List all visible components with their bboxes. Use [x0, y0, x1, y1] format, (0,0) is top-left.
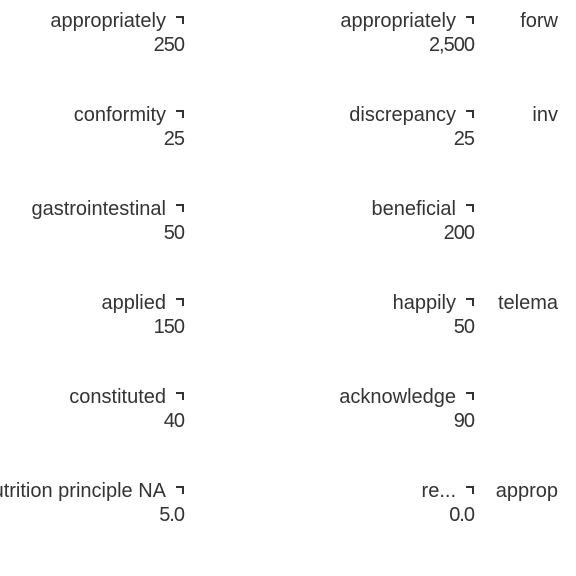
- cell-value: 40: [163, 410, 185, 432]
- table-cell: inv: [376, 104, 576, 164]
- table-cell: beneficial 200: [274, 198, 475, 258]
- cell-label: appropriately: [50, 10, 166, 32]
- cell-label: applied: [101, 292, 166, 314]
- cell-value: 250: [153, 34, 185, 56]
- table-cell: happily 50: [274, 292, 475, 352]
- table-cell: appropriately 2,500: [274, 10, 475, 70]
- cell-label: conformity: [73, 104, 166, 126]
- table-cell: [376, 198, 576, 258]
- table-cell: [376, 386, 576, 446]
- table-cell: discrepancy 25: [274, 104, 475, 164]
- table-cell: gastrointestinal 50: [0, 198, 185, 258]
- cell-label: approp: [495, 480, 558, 502]
- cell-label: happily: [392, 292, 456, 314]
- cell-label: inv: [532, 104, 558, 126]
- cell-value: 50: [453, 316, 475, 338]
- corner-mark-icon: [466, 298, 474, 306]
- cell-value: 0.0: [449, 504, 475, 526]
- cell-value: 50: [163, 222, 185, 244]
- corner-mark-icon: [466, 392, 474, 400]
- cell-value: 25: [453, 128, 475, 150]
- cell-label: re...: [421, 480, 456, 502]
- corner-mark-icon: [176, 204, 184, 212]
- cell-label: appropriately: [340, 10, 456, 32]
- cell-value: 25: [163, 128, 185, 150]
- cell-label: beneficial: [371, 198, 456, 220]
- cell-label: constituted: [69, 386, 166, 408]
- corner-mark-icon: [466, 486, 474, 494]
- table-cell: re... 0.0: [274, 480, 475, 540]
- cell-label: discrepancy: [349, 104, 456, 126]
- table-cell: telema: [376, 292, 576, 352]
- corner-mark-icon: [176, 110, 184, 118]
- cell-label: gastrointestinal: [31, 198, 166, 220]
- corner-mark-icon: [176, 486, 184, 494]
- table-cell: nutrition principle NA5.0: [0, 480, 185, 540]
- cell-label: acknowledge: [339, 386, 456, 408]
- cell-value: 5.0: [159, 504, 185, 526]
- corner-mark-icon: [466, 16, 474, 24]
- cell-value: 90: [453, 410, 475, 432]
- cell-label: telema: [497, 292, 558, 314]
- table-cell: approp: [376, 480, 576, 540]
- corner-mark-icon: [176, 392, 184, 400]
- table-cell: appropriately 250: [0, 10, 185, 70]
- table-cell: constituted 40: [0, 386, 185, 446]
- table-cell: forw: [376, 10, 576, 70]
- cell-value: 150: [153, 316, 185, 338]
- corner-mark-icon: [466, 204, 474, 212]
- corner-mark-icon: [466, 110, 474, 118]
- cell-label: nutrition principle NA: [0, 480, 166, 502]
- cell-value: 2,500: [428, 34, 475, 56]
- table-cell: applied 150: [0, 292, 185, 352]
- corner-mark-icon: [176, 298, 184, 306]
- table-cell: conformity 25: [0, 104, 185, 164]
- cell-value: 200: [443, 222, 475, 244]
- corner-mark-icon: [176, 16, 184, 24]
- cell-label: forw: [520, 10, 558, 32]
- table-cell: acknowledge 90: [274, 386, 475, 446]
